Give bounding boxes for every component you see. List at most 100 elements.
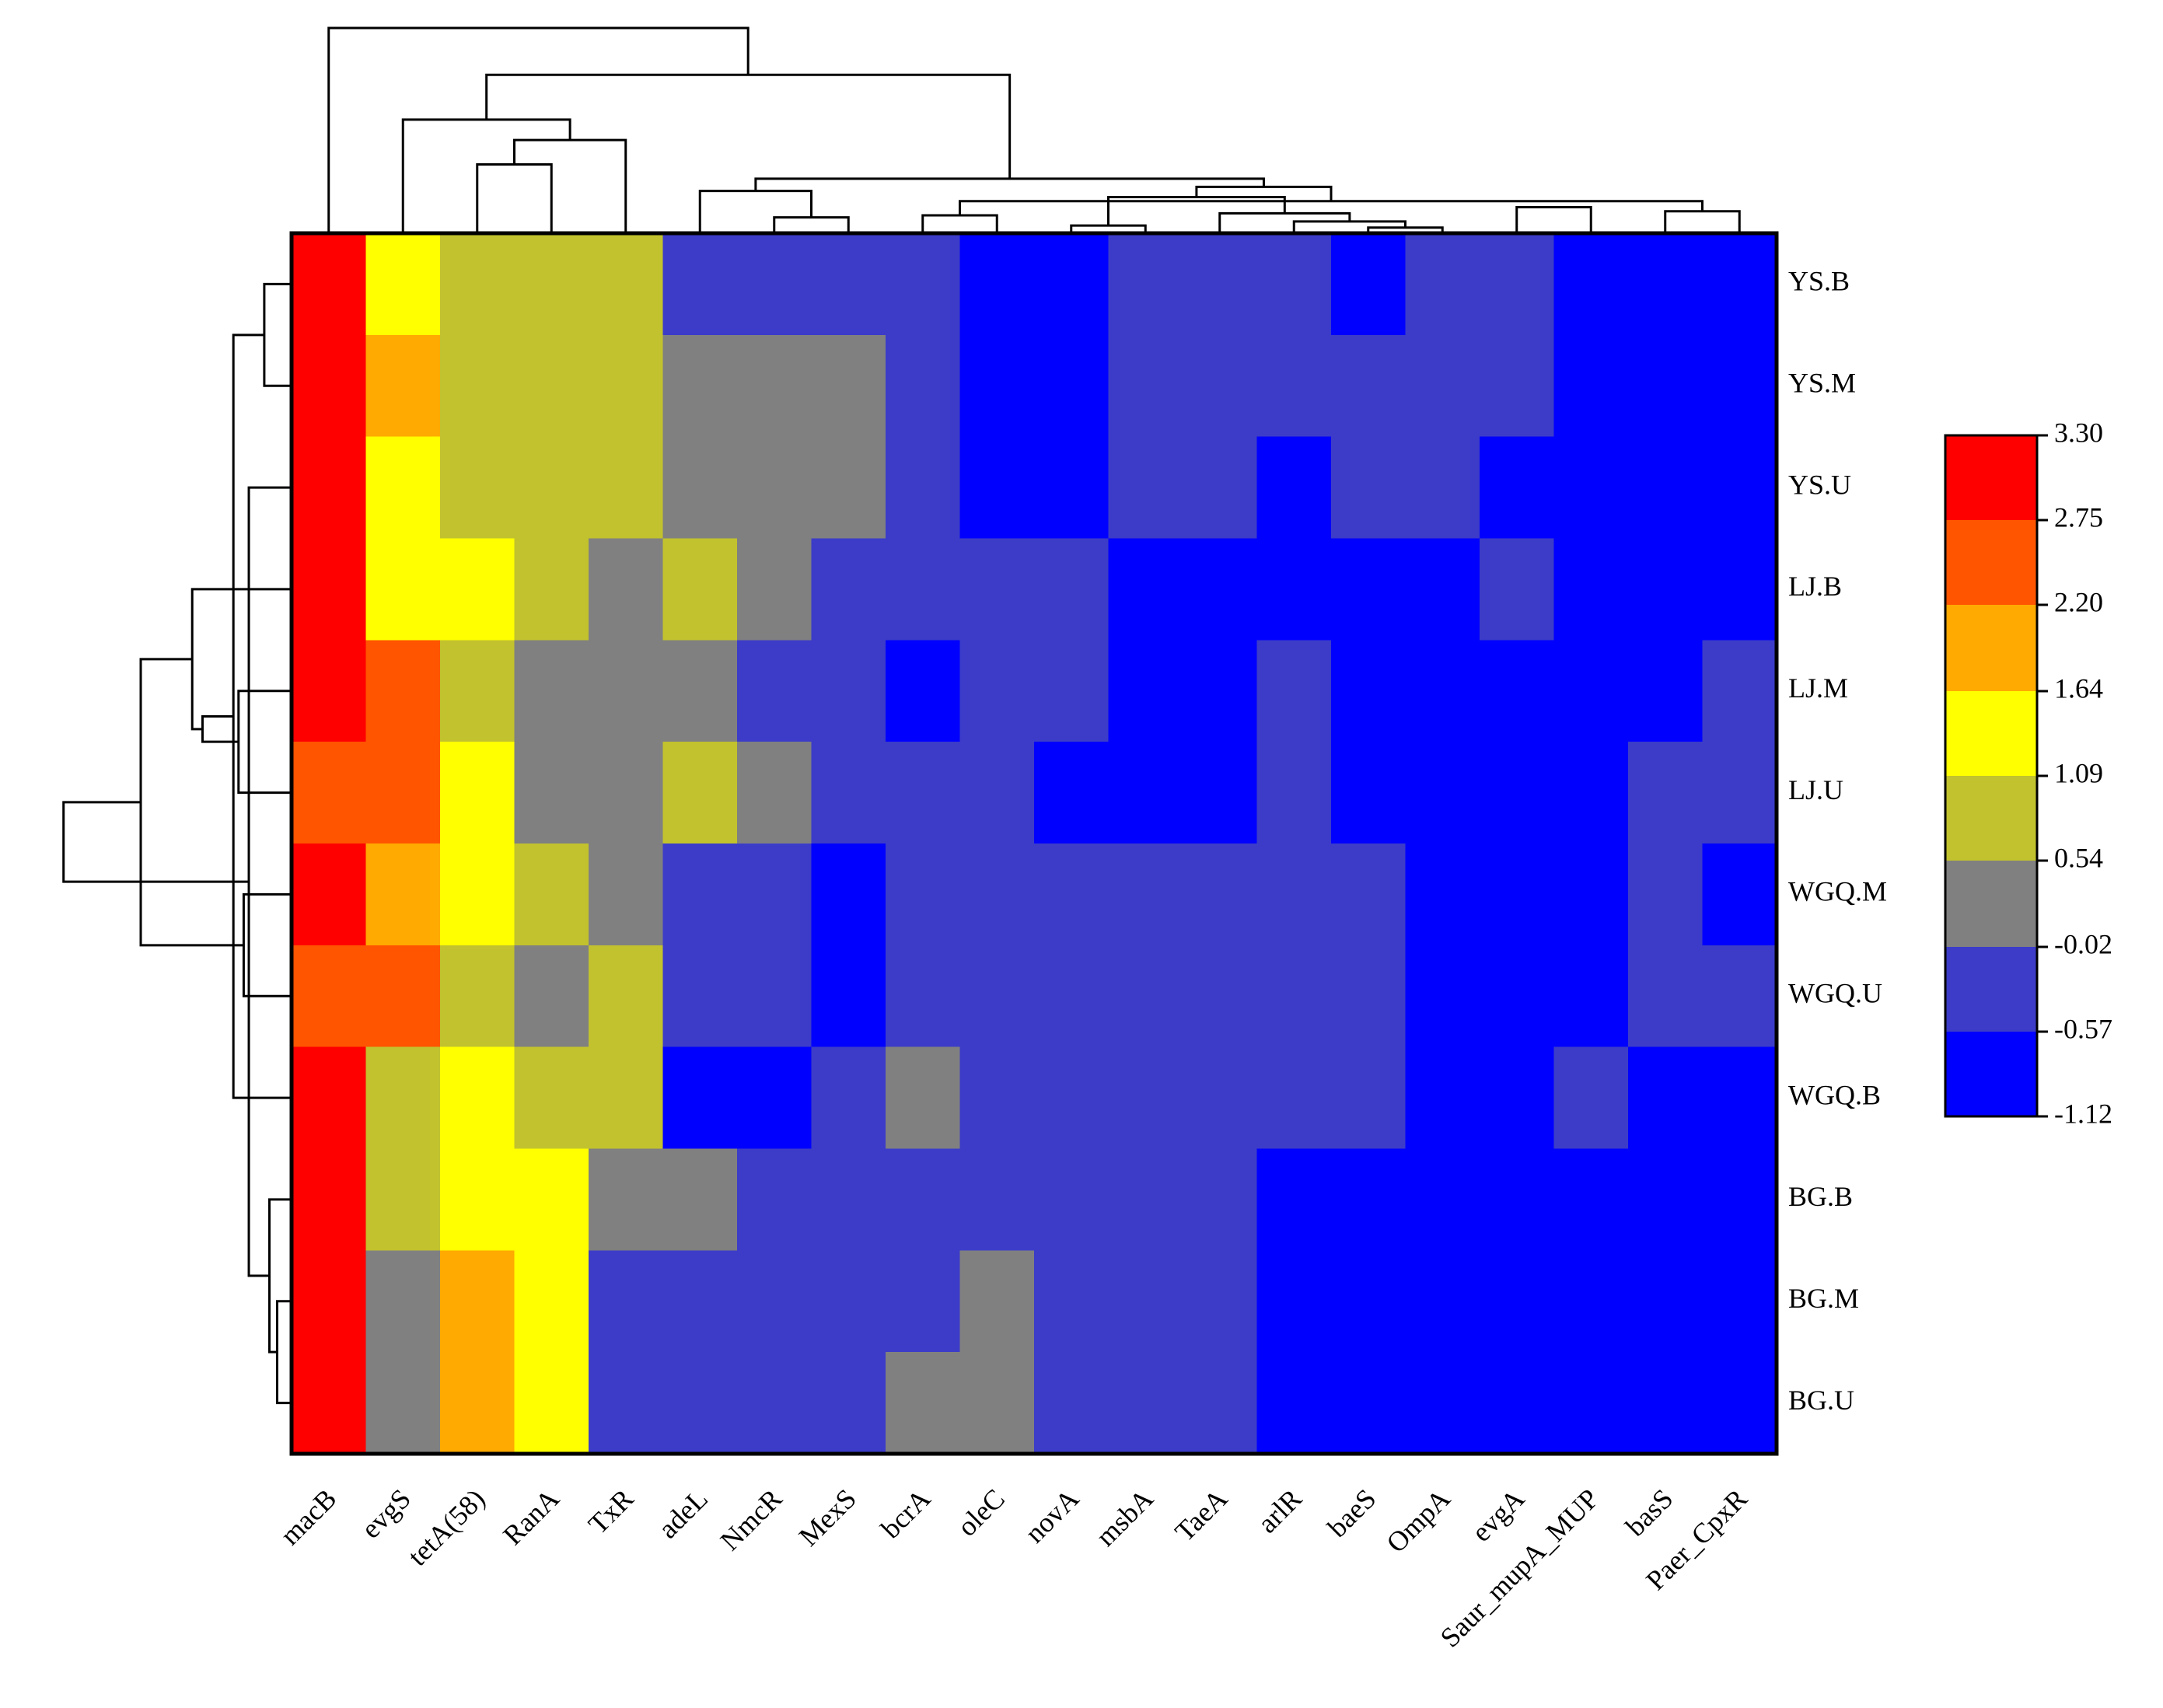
heatmap-cell xyxy=(1183,1046,1258,1150)
heatmap-cell xyxy=(1183,538,1258,641)
heatmap-cell xyxy=(1331,640,1406,742)
row-label: LJ.B xyxy=(1788,571,1842,602)
heatmap-cell xyxy=(1405,436,1480,540)
heatmap-cell xyxy=(440,1250,515,1353)
heatmap-cell xyxy=(1553,1250,1629,1353)
heatmap-cell xyxy=(292,1046,367,1150)
heatmap-cell xyxy=(589,640,664,742)
heatmap-cell xyxy=(959,1352,1035,1455)
heatmap-cell xyxy=(662,1250,738,1353)
heatmap-cell xyxy=(1108,742,1183,844)
heatmap-cell xyxy=(886,1250,961,1353)
heatmap-cell xyxy=(1034,1352,1109,1455)
heatmap-cell xyxy=(959,945,1035,1048)
heatmap-cell xyxy=(1702,1046,1777,1150)
colorbar-swatch xyxy=(1945,435,2037,521)
heatmap-cell xyxy=(292,1250,367,1353)
heatmap-cell xyxy=(737,742,812,844)
heatmap-cell xyxy=(662,844,738,946)
heatmap-cell xyxy=(1108,1148,1183,1251)
heatmap-cell xyxy=(1405,538,1480,641)
heatmap-cell xyxy=(811,1148,886,1251)
heatmap-cell xyxy=(1480,1046,1555,1150)
heatmap-cell xyxy=(886,844,961,946)
heatmap-cell xyxy=(1702,742,1777,844)
heatmap-cell xyxy=(1628,1250,1703,1353)
heatmap-cell xyxy=(1405,945,1480,1048)
heatmap-cell xyxy=(1034,1148,1109,1251)
heatmap-cell xyxy=(811,1352,886,1455)
dendrogram-link xyxy=(232,334,290,1099)
heatmap-cell xyxy=(1183,436,1258,540)
heatmap-cell xyxy=(1628,436,1703,540)
heatmap-cell xyxy=(365,1250,441,1353)
heatmap-cell xyxy=(1256,844,1332,946)
colorbar-swatch xyxy=(1945,1031,2037,1117)
column-label: macB xyxy=(274,1483,343,1551)
heatmap-cell xyxy=(1405,742,1480,844)
heatmap-cell xyxy=(1108,538,1183,641)
heatmap-cell xyxy=(737,334,812,438)
column-label: baeS xyxy=(1322,1483,1382,1543)
dendrogram-link xyxy=(485,73,1012,179)
heatmap-cell xyxy=(886,233,961,336)
heatmap-cell xyxy=(1034,945,1109,1048)
heatmap-cell xyxy=(1553,334,1629,438)
heatmap-cell xyxy=(292,742,367,844)
heatmap-cell xyxy=(959,1148,1035,1251)
heatmap-cell xyxy=(1256,742,1332,844)
heatmap-cell xyxy=(737,1352,812,1455)
heatmap-cell xyxy=(440,1046,515,1150)
heatmap-cell xyxy=(514,1148,589,1251)
colorbar-swatch xyxy=(1945,520,2037,606)
heatmap-cell xyxy=(1331,1352,1406,1455)
heatmap-cell xyxy=(1331,1148,1406,1251)
heatmap-cell xyxy=(1034,1046,1109,1150)
heatmap-cell xyxy=(1405,844,1480,946)
heatmap-cell xyxy=(1256,1046,1332,1150)
dendrogram-link xyxy=(275,1300,290,1405)
heatmap-cell xyxy=(514,742,589,844)
heatmap-cell xyxy=(440,1352,515,1455)
heatmap-cell xyxy=(1553,742,1629,844)
dendrogram-link xyxy=(1664,210,1741,232)
heatmap-cell xyxy=(1480,742,1555,844)
heatmap-cell xyxy=(1256,1352,1332,1455)
heatmap-cell xyxy=(1702,334,1777,438)
heatmap-cell xyxy=(662,742,738,844)
dendrogram-link xyxy=(247,486,290,1277)
colorbar-tick-label: -1.12 xyxy=(2054,1098,2112,1129)
dendrogram-link xyxy=(921,214,998,232)
dendrogram-link xyxy=(190,588,290,731)
heatmap-cell xyxy=(1553,844,1629,946)
heatmap-cell xyxy=(589,436,664,540)
heatmap-cell xyxy=(1183,334,1258,438)
column-label: tetA(58) xyxy=(402,1483,491,1572)
heatmap-cell xyxy=(1183,1250,1258,1353)
heatmap-cell xyxy=(886,436,961,540)
dendrogram-link xyxy=(513,138,627,232)
row-labels: YS.B YS.M YS.U LJ.B LJ.M LJ.U WGQ.M WGQ.U WGQ.B B… xyxy=(1788,266,1887,1416)
heatmap-cell xyxy=(1405,1046,1480,1150)
dendrogram-link xyxy=(1367,226,1444,232)
heatmap-cell xyxy=(1034,742,1109,844)
heatmap-cell xyxy=(811,436,886,540)
colorbar-swatch xyxy=(1945,605,2037,692)
heatmap-cell xyxy=(1256,436,1332,540)
heatmap-cell xyxy=(811,538,886,641)
dendrogram-link xyxy=(327,26,750,232)
heatmap-cell xyxy=(1480,844,1555,946)
heatmap-cell xyxy=(1405,1250,1480,1353)
heatmap-cell xyxy=(365,1352,441,1455)
heatmap-cell xyxy=(1480,1250,1555,1353)
heatmap-cell xyxy=(959,334,1035,438)
heatmap-frame xyxy=(289,231,1779,1456)
column-label: bcrA xyxy=(875,1483,936,1544)
dendrogram-link xyxy=(263,282,290,387)
heatmap-cell xyxy=(365,538,441,641)
row-label: YS.M xyxy=(1788,368,1856,399)
heatmap-cell xyxy=(811,233,886,336)
heatmap-cell xyxy=(1553,1148,1629,1251)
heatmap-cell xyxy=(886,742,961,844)
heatmap-cell xyxy=(1183,1148,1258,1251)
